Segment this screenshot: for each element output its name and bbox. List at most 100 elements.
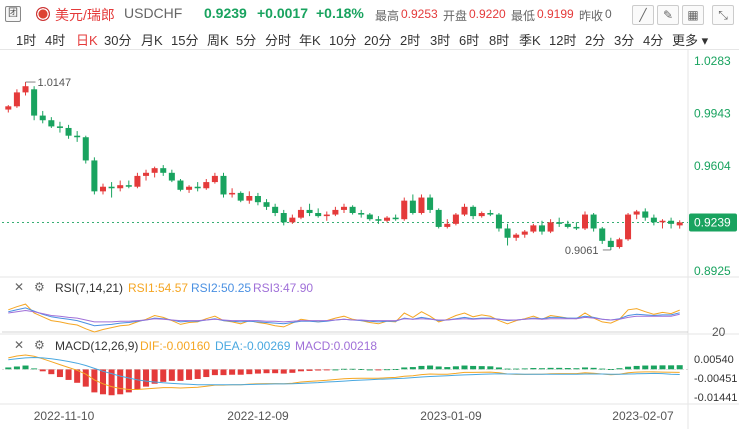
candle-body [186, 186, 193, 190]
tab-2时[interactable]: 2时 [400, 33, 421, 48]
rsi-params: RSI(7,14,21) [55, 281, 124, 295]
tab-3时[interactable]: 3时 [430, 33, 451, 48]
candle-body [237, 192, 244, 201]
close-indicator-icon[interactable]: ✕ [14, 280, 25, 294]
macd-bar [160, 369, 167, 382]
macd-bar [74, 369, 81, 383]
tab-12时[interactable]: 12时 [549, 33, 577, 48]
tab-月K[interactable]: 月K [141, 33, 163, 48]
macd-bar [168, 369, 175, 381]
macd-bar [39, 369, 46, 372]
candle-body [375, 219, 382, 221]
tab-3分[interactable]: 3分 [614, 33, 635, 48]
last-price: 0.9239 [204, 5, 247, 21]
candle-body [125, 185, 132, 187]
candle-body [530, 225, 537, 232]
tab-30分[interactable]: 30分 [104, 33, 132, 48]
candle-body [504, 228, 511, 238]
macd-bar [315, 369, 322, 371]
candle-body [74, 135, 81, 138]
macd-bar [5, 367, 12, 370]
tab-20分[interactable]: 20分 [364, 33, 392, 48]
candle-body [538, 225, 545, 232]
candle-body [444, 223, 451, 227]
tab-10分[interactable]: 10分 [329, 33, 357, 48]
tab-分时[interactable]: 分时 [265, 33, 292, 48]
tab-日K[interactable]: 日K [76, 33, 98, 48]
prev-close-label: 昨收 [579, 9, 604, 23]
tab-季K[interactable]: 季K [519, 33, 541, 48]
settings-icon[interactable]: ⚙ [34, 338, 45, 352]
tab-15分[interactable]: 15分 [171, 33, 199, 48]
macd-params: MACD(12,26,9) [55, 339, 139, 353]
tab-更多[interactable]: 更多 ▾ [672, 33, 709, 48]
macd-bar [435, 366, 442, 370]
macd-bar [590, 367, 597, 370]
grid-icon[interactable]: ▦ [682, 5, 704, 25]
current-price-box [689, 213, 737, 232]
candle-body [306, 209, 313, 214]
draw-line-icon[interactable]: ╱ [632, 5, 654, 25]
candle-body [263, 202, 270, 207]
group-icon[interactable]: 团 [5, 6, 21, 22]
candle-body [633, 211, 640, 215]
macd-bar [306, 369, 313, 371]
tab-8时[interactable]: 8时 [489, 33, 510, 48]
candle-body [48, 120, 55, 127]
currency-flag-icon [36, 7, 50, 21]
candle-body [582, 214, 589, 229]
settings-icon[interactable]: ⚙ [34, 280, 45, 294]
pen-icon[interactable]: ✎ [657, 5, 679, 25]
tab-年K[interactable]: 年K [299, 33, 321, 48]
macd-bar [668, 365, 675, 370]
prev-close-value: 0 [605, 7, 612, 21]
tab-4分[interactable]: 4分 [643, 33, 664, 48]
macd-bar [203, 369, 210, 378]
tab-2分[interactable]: 2分 [585, 33, 606, 48]
macd-bar [65, 369, 72, 380]
tab-1时[interactable]: 1时 [16, 33, 37, 48]
low-value: 0.9199 [537, 7, 574, 21]
macd-bar [254, 369, 261, 374]
macd-axis-tick: -0.01441 [694, 392, 737, 404]
candle-body [668, 220, 675, 224]
candle-body [56, 126, 63, 128]
fullscreen-icon[interactable]: ⤡ [712, 5, 734, 25]
candle-body [246, 196, 253, 201]
candle-body [82, 137, 89, 161]
candle-body [358, 213, 365, 215]
macd-bar [297, 369, 304, 372]
macd-bar [633, 365, 640, 370]
min-price-label: 0.9061 [565, 245, 599, 257]
macd-bar [470, 365, 477, 370]
tab-4时[interactable]: 4时 [45, 33, 66, 48]
candle-body [573, 226, 580, 229]
macd-bar [418, 365, 425, 370]
x-axis-tick: 2023-01-09 [420, 409, 482, 423]
macd-bar [194, 369, 201, 379]
macd-bar [263, 369, 270, 374]
candle-body [452, 214, 459, 224]
tab-5分[interactable]: 5分 [236, 33, 257, 48]
high-value: 0.9253 [401, 7, 438, 21]
macd-bar [22, 365, 29, 370]
candle-body [409, 200, 416, 214]
candle-body [461, 206, 468, 215]
macd-bar [625, 366, 632, 370]
x-axis-tick: 2023-02-07 [612, 409, 674, 423]
dif-label: DIF:-0.00160 [140, 339, 211, 353]
macd-bar [13, 366, 20, 370]
price-chart[interactable]: 1.0283 0.9943 0.9604 0.8925 0.9239 1.0147 0.90… [0, 49, 739, 429]
rsi-line-rsi3 [8, 309, 680, 323]
tab-周K[interactable]: 周K [207, 33, 229, 48]
x-axis-tick: 2022-11-10 [34, 409, 95, 423]
macd-bar [99, 369, 106, 395]
macd-line-dea [8, 356, 680, 386]
macd-bar [366, 369, 373, 371]
tab-6时[interactable]: 6时 [459, 33, 480, 48]
macd-bar [56, 369, 63, 378]
close-indicator-icon[interactable]: ✕ [14, 338, 25, 352]
macd-bar [151, 369, 158, 384]
macd-bar [513, 368, 520, 370]
quote-header: 团 美元/瑞郎 USDCHF 0.9239 +0.0017 +0.18% 最高 … [0, 0, 739, 27]
